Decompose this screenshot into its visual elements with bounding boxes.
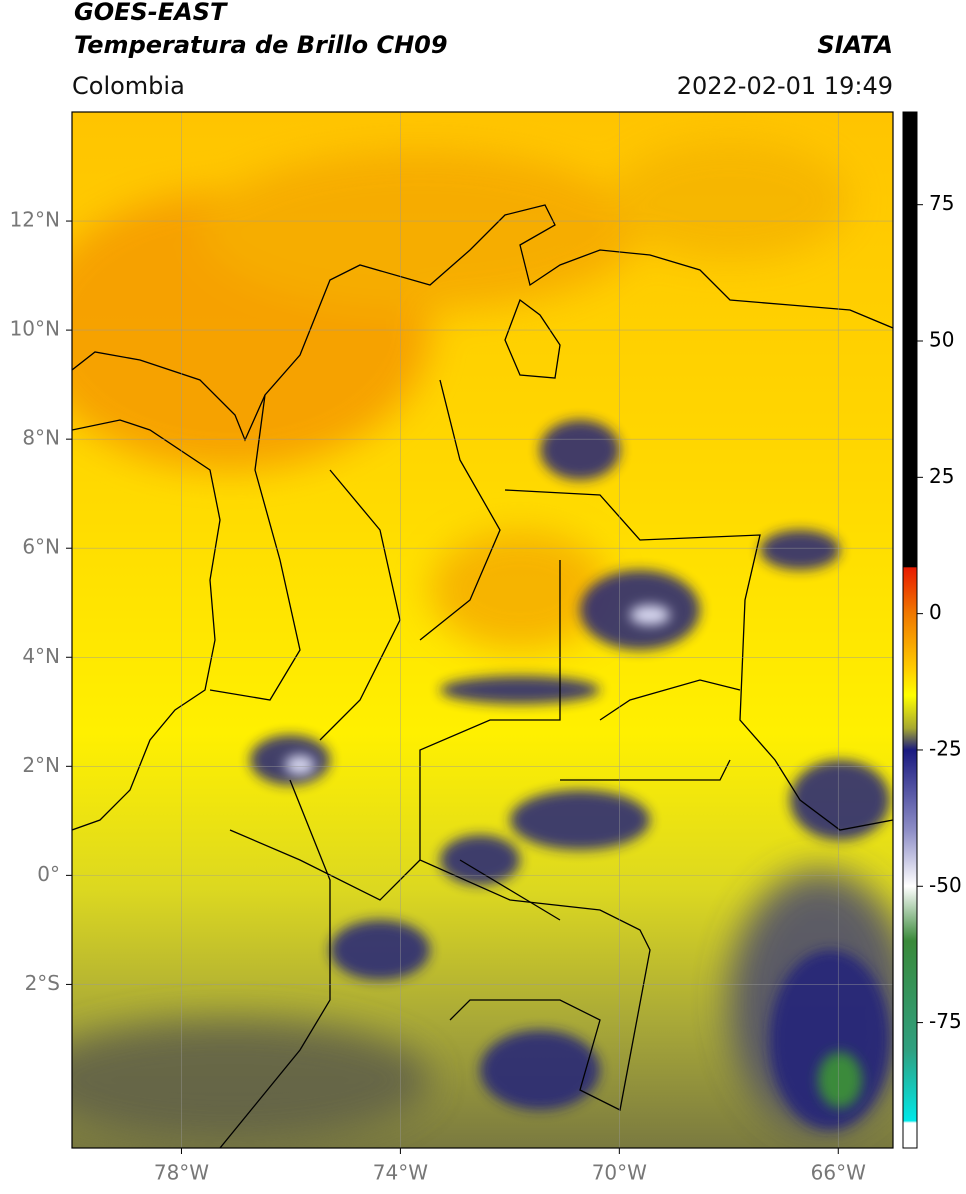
x-tick-label: 78°W	[154, 1161, 209, 1185]
colorbar-tick-label: -50	[929, 873, 962, 897]
colorbar	[902, 111, 918, 1149]
region: Colombia	[72, 72, 185, 100]
y-tick-label: 2°N	[22, 753, 60, 777]
title: GOES-EAST	[74, 0, 228, 26]
y-tick-label: 0°	[37, 862, 60, 886]
datetime: 2022-02-01 19:49	[677, 72, 893, 100]
colorbar-tick-label: 50	[929, 328, 954, 352]
colorbar-tick-label: -75	[929, 1009, 962, 1033]
y-tick-label: 12°N	[10, 208, 60, 232]
subtitle: Temperatura de Brillo CH09	[74, 31, 448, 59]
colorbar-tick-label: 0	[929, 600, 942, 624]
graticule	[72, 112, 893, 1148]
y-tick-label: 8°N	[22, 426, 60, 450]
map-frame	[71, 111, 894, 1149]
colorbar-tick-label: -25	[929, 736, 962, 760]
y-tick-label: 4°N	[22, 644, 60, 668]
x-tick-label: 74°W	[373, 1161, 428, 1185]
map-image	[72, 112, 893, 1148]
source: SIATA	[817, 31, 893, 59]
y-tick-label: 6°N	[22, 535, 60, 559]
colorbar-tick-label: 25	[929, 464, 954, 488]
colorbar-tick-label: 75	[929, 191, 954, 215]
x-tick-label: 66°W	[811, 1161, 866, 1185]
y-tick-label: 10°N	[10, 317, 60, 341]
x-tick-label: 70°W	[592, 1161, 647, 1185]
y-tick-label: 2°S	[25, 971, 60, 995]
